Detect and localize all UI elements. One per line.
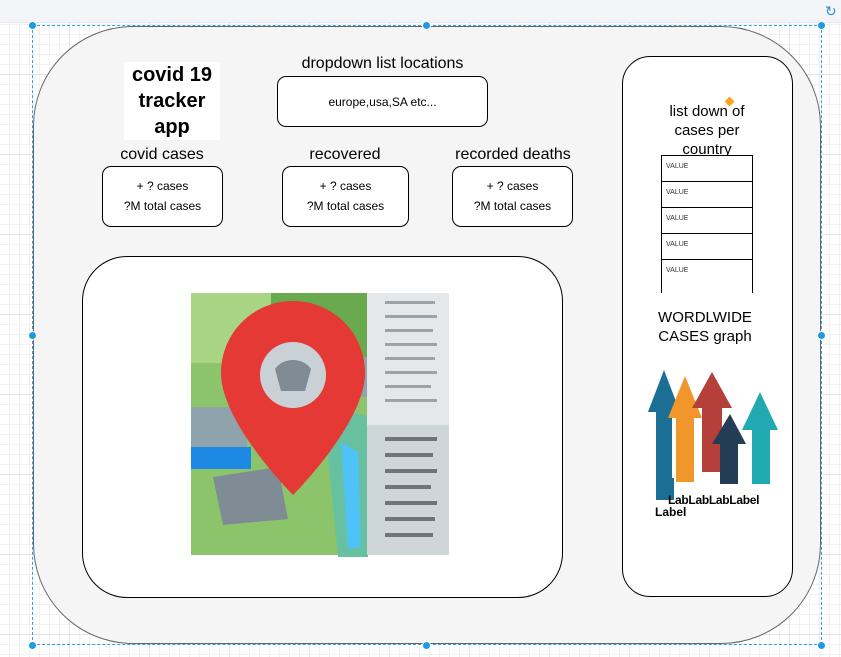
country-list-label: list down of cases per country [669,103,745,158]
graph-label: WORDLWIDE CASES graph [658,309,752,345]
selection-box[interactable] [32,25,822,645]
country-panel[interactable] [622,56,793,597]
resize-handle[interactable] [817,21,826,30]
list-item[interactable]: VALUE [662,207,752,233]
recovered-total: ?M total cases [306,199,385,213]
deaths-label: recorded deaths [455,146,571,163]
map-panel[interactable] [82,256,563,598]
resize-handle[interactable] [422,641,431,650]
dropdown-label: dropdown list locations [301,55,464,72]
resize-handle[interactable] [422,21,431,30]
deaths-card[interactable]: + ? cases ?M total cases [452,166,573,227]
country-list[interactable]: VALUE VALUE VALUE VALUE VALUE [661,155,753,293]
list-item[interactable]: VALUE [662,233,752,259]
list-item[interactable]: VALUE [662,155,752,181]
covid-cases-card[interactable]: + ? cases ?M total cases [102,166,223,227]
recovered-card[interactable]: + ? cases ?M total cases [282,166,409,227]
covid-cases-new: + ? cases [136,179,189,193]
resize-handle[interactable] [28,331,37,340]
canvas-top-bar [0,0,841,23]
graph-axis-labels: LabLabLabLabel [668,493,760,507]
covid-cases-label: covid cases [120,146,204,163]
graph-axis-label: Label [655,505,687,519]
rising-arrows-icon [642,360,782,520]
resize-handle[interactable] [28,21,37,30]
dropdown-value: europe,usa,SA etc... [328,94,437,109]
deaths-new: + ? cases [486,179,539,193]
list-item[interactable]: VALUE [662,181,752,207]
app-title: covid 19 tracker app [124,62,220,140]
covid-cases-total: ?M total cases [123,199,202,213]
location-dropdown[interactable]: europe,usa,SA etc... [277,76,488,127]
refresh-icon[interactable]: ↻ [825,3,837,19]
resize-handle[interactable] [817,331,826,340]
map-pin-icon [191,293,449,557]
list-item[interactable]: VALUE [662,259,752,285]
recovered-label: recovered [309,146,381,163]
resize-handle[interactable] [28,641,37,650]
deaths-total: ?M total cases [473,199,552,213]
resize-handle[interactable] [817,641,826,650]
recovered-new: + ? cases [319,179,372,193]
